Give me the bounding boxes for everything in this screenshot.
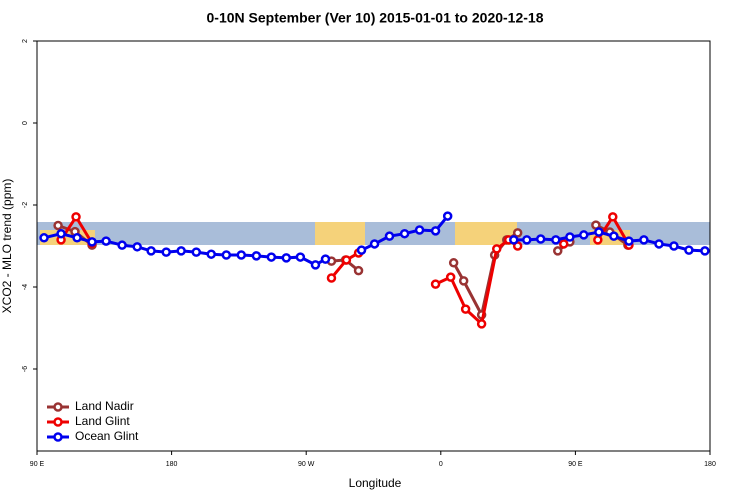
- point: [579, 230, 589, 240]
- x-axis-label: Longitude: [349, 476, 402, 490]
- point: [700, 246, 710, 256]
- legend-marker: [53, 432, 63, 442]
- land-patch: [455, 222, 517, 245]
- point: [369, 239, 380, 249]
- point: [509, 235, 519, 245]
- point: [221, 250, 232, 260]
- point: [56, 228, 66, 239]
- x-tick-label: 90 E: [30, 461, 45, 468]
- legend-label: Land Nadir: [75, 399, 134, 413]
- x-tick-label: 90 W: [298, 461, 315, 468]
- y-axis-label: XCO2 - MLO trend (ppm): [0, 179, 14, 314]
- plot-frame: [36, 40, 711, 452]
- point: [176, 246, 186, 256]
- point: [551, 235, 561, 245]
- x-tick-label: 180: [166, 461, 178, 468]
- land-patch: [315, 222, 365, 245]
- point: [356, 245, 367, 255]
- point: [295, 252, 306, 262]
- y-tick-label: 0: [22, 121, 29, 125]
- point: [101, 236, 111, 246]
- x-tick-label: 0: [439, 461, 443, 468]
- point: [251, 251, 262, 261]
- point: [522, 235, 532, 245]
- x-tick-label: 180: [704, 461, 716, 468]
- point: [191, 247, 202, 257]
- point: [146, 246, 156, 256]
- point: [310, 260, 321, 270]
- point: [53, 220, 63, 231]
- point: [460, 304, 471, 314]
- legend-label: Land Glint: [75, 414, 130, 428]
- point: [353, 265, 364, 276]
- point: [535, 234, 546, 244]
- point: [684, 245, 694, 255]
- point: [132, 242, 142, 252]
- chart-title: 0-10N September (Ver 10) 2015-01-01 to 2…: [207, 10, 544, 26]
- point: [609, 231, 619, 241]
- legend-marker: [53, 417, 63, 427]
- y-tick-label: -6: [22, 366, 29, 372]
- point: [639, 235, 649, 245]
- point: [430, 226, 441, 236]
- point: [236, 250, 247, 260]
- point: [399, 228, 410, 239]
- point: [624, 236, 634, 246]
- legend-marker: [53, 402, 63, 412]
- point: [476, 319, 487, 329]
- point: [445, 272, 456, 282]
- point: [341, 255, 352, 265]
- point: [117, 240, 127, 250]
- point: [512, 228, 523, 238]
- point: [491, 244, 502, 254]
- point: [448, 258, 459, 268]
- point: [654, 239, 664, 249]
- point: [71, 212, 81, 222]
- y-tick-label: 2: [22, 39, 29, 43]
- point: [320, 254, 331, 264]
- point: [326, 273, 337, 283]
- point: [161, 247, 171, 257]
- point: [72, 233, 82, 243]
- land-patch: [40, 230, 95, 245]
- point: [87, 237, 97, 247]
- point: [414, 225, 425, 235]
- point: [558, 239, 569, 249]
- point: [442, 211, 453, 221]
- point: [39, 233, 49, 243]
- point: [608, 212, 618, 222]
- legend-label: Ocean Glint: [75, 429, 139, 443]
- point: [206, 249, 216, 259]
- point: [266, 252, 277, 262]
- point: [565, 232, 575, 242]
- point: [593, 235, 603, 245]
- point: [430, 279, 441, 289]
- point: [594, 227, 604, 237]
- y-tick-label: -2: [22, 202, 29, 208]
- point: [669, 241, 679, 251]
- point: [281, 253, 292, 263]
- point: [553, 246, 563, 256]
- x-tick-label: 90 E: [568, 461, 583, 468]
- point: [384, 231, 395, 241]
- y-tick-label: -4: [22, 284, 29, 290]
- point: [458, 276, 469, 286]
